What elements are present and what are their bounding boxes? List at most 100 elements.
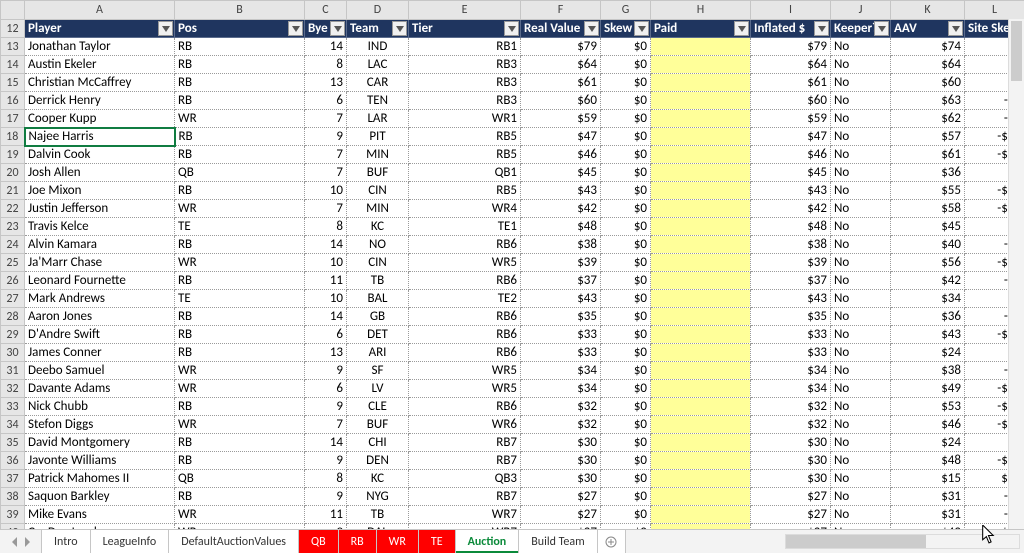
cell-keeper[interactable]: No [831,380,891,398]
row-number[interactable]: 18 [1,128,25,146]
cell-keeper[interactable]: No [831,470,891,488]
cell-skew[interactable]: $0 [601,182,651,200]
cell-real[interactable]: $61 [521,74,601,92]
cell-skew[interactable]: $0 [601,362,651,380]
header-cell-team[interactable]: Team [347,20,409,38]
row-number[interactable]: 17 [1,110,25,128]
cell-real[interactable]: $47 [521,128,601,146]
cell-real[interactable]: $59 [521,110,601,128]
cell-bye[interactable]: 14 [305,38,347,56]
row-number[interactable]: 29 [1,326,25,344]
cell-bye[interactable]: 6 [305,380,347,398]
cell-paid[interactable] [651,146,751,164]
row-number[interactable]: 13 [1,38,25,56]
cell-tier[interactable]: RB3 [409,74,521,92]
cell-pos[interactable]: WR [175,380,305,398]
cell-keeper[interactable]: No [831,56,891,74]
cell-player[interactable]: Alvin Kamara [25,236,175,254]
cell-paid[interactable] [651,326,751,344]
cell-bye[interactable]: 8 [305,56,347,74]
cell-keeper[interactable]: No [831,434,891,452]
cell-tier[interactable]: RB5 [409,128,521,146]
cell-team[interactable]: DAL [347,524,409,530]
filter-dropdown-icon[interactable] [584,21,599,36]
cell-aav[interactable]: $49 [891,380,965,398]
cell-tier[interactable]: TE2 [409,290,521,308]
select-all-corner[interactable] [1,1,25,20]
cell-infl[interactable]: $60 [751,92,831,110]
cell-skew[interactable]: $0 [601,56,651,74]
cell-tier[interactable]: QB1 [409,164,521,182]
cell-tier[interactable]: WR5 [409,362,521,380]
cell-team[interactable]: ARI [347,344,409,362]
row-number[interactable]: 40 [1,524,25,530]
cell-real[interactable]: $43 [521,182,601,200]
cell-aav[interactable]: $31 [891,488,965,506]
cell-keeper[interactable]: No [831,218,891,236]
cell-aav[interactable]: $43 [891,326,965,344]
header-cell-real-value[interactable]: Real Value [521,20,601,38]
cell-aav[interactable]: $62 [891,110,965,128]
row-number[interactable]: 21 [1,182,25,200]
cell-real[interactable]: $34 [521,380,601,398]
cell-aav[interactable]: $46 [891,416,965,434]
cell-player[interactable]: Ja'Marr Chase [25,254,175,272]
cell-infl[interactable]: $30 [751,434,831,452]
cell-keeper[interactable]: No [831,182,891,200]
cell-player[interactable]: Deebo Samuel [25,362,175,380]
cell-paid[interactable] [651,164,751,182]
sheet-tab-te[interactable]: TE [419,530,456,553]
cell-keeper[interactable]: No [831,110,891,128]
cell-tier[interactable]: RB7 [409,488,521,506]
cell-player[interactable]: Derrick Henry [25,92,175,110]
cell-pos[interactable]: RB [175,272,305,290]
cell-bye[interactable]: 9 [305,128,347,146]
cell-bye[interactable]: 9 [305,524,347,530]
cell-pos[interactable]: RB [175,434,305,452]
cell-aav[interactable]: $42 [891,272,965,290]
cell-bye[interactable]: 8 [305,470,347,488]
cell-real[interactable]: $32 [521,398,601,416]
cell-real[interactable]: $43 [521,290,601,308]
row-number[interactable]: 27 [1,290,25,308]
cell-pos[interactable]: WR [175,200,305,218]
cell-team[interactable]: DEN [347,452,409,470]
row-number[interactable]: 12 [1,20,25,38]
cell-bye[interactable]: 9 [305,362,347,380]
cell-skew[interactable]: $0 [601,470,651,488]
cell-paid[interactable] [651,38,751,56]
cell-infl[interactable]: $61 [751,74,831,92]
cell-pos[interactable]: WR [175,362,305,380]
cell-player[interactable]: Davante Adams [25,380,175,398]
cell-infl[interactable]: $79 [751,38,831,56]
cell-keeper[interactable]: No [831,416,891,434]
cell-skew[interactable]: $0 [601,272,651,290]
cell-skew[interactable]: $0 [601,416,651,434]
cell-tier[interactable]: WR1 [409,110,521,128]
cell-paid[interactable] [651,434,751,452]
cell-pos[interactable]: RB [175,308,305,326]
cell-tier[interactable]: RB5 [409,146,521,164]
cell-paid[interactable] [651,254,751,272]
cell-pos[interactable]: WR [175,110,305,128]
horizontal-scroll-thumb[interactable] [786,535,926,548]
cell-team[interactable]: LAC [347,56,409,74]
cell-tier[interactable]: RB6 [409,398,521,416]
filter-dropdown-icon[interactable] [330,21,345,36]
cell-tier[interactable]: WR5 [409,254,521,272]
cell-pos[interactable]: QB [175,164,305,182]
cell-real[interactable]: $30 [521,470,601,488]
cell-aav[interactable]: $31 [891,506,965,524]
cell-bye[interactable]: 13 [305,74,347,92]
cell-skew[interactable]: $0 [601,380,651,398]
cell-tier[interactable]: RB6 [409,326,521,344]
cell-skew[interactable]: $0 [601,452,651,470]
cell-infl[interactable]: $33 [751,326,831,344]
cell-team[interactable]: MIN [347,200,409,218]
sheet-tab-intro[interactable]: Intro [42,530,91,553]
cell-skew[interactable]: $0 [601,38,651,56]
column-header-L[interactable]: L [965,1,1024,20]
cell-player[interactable]: Patrick Mahomes II [25,470,175,488]
cell-bye[interactable]: 7 [305,146,347,164]
cell-aav[interactable]: $57 [891,128,965,146]
